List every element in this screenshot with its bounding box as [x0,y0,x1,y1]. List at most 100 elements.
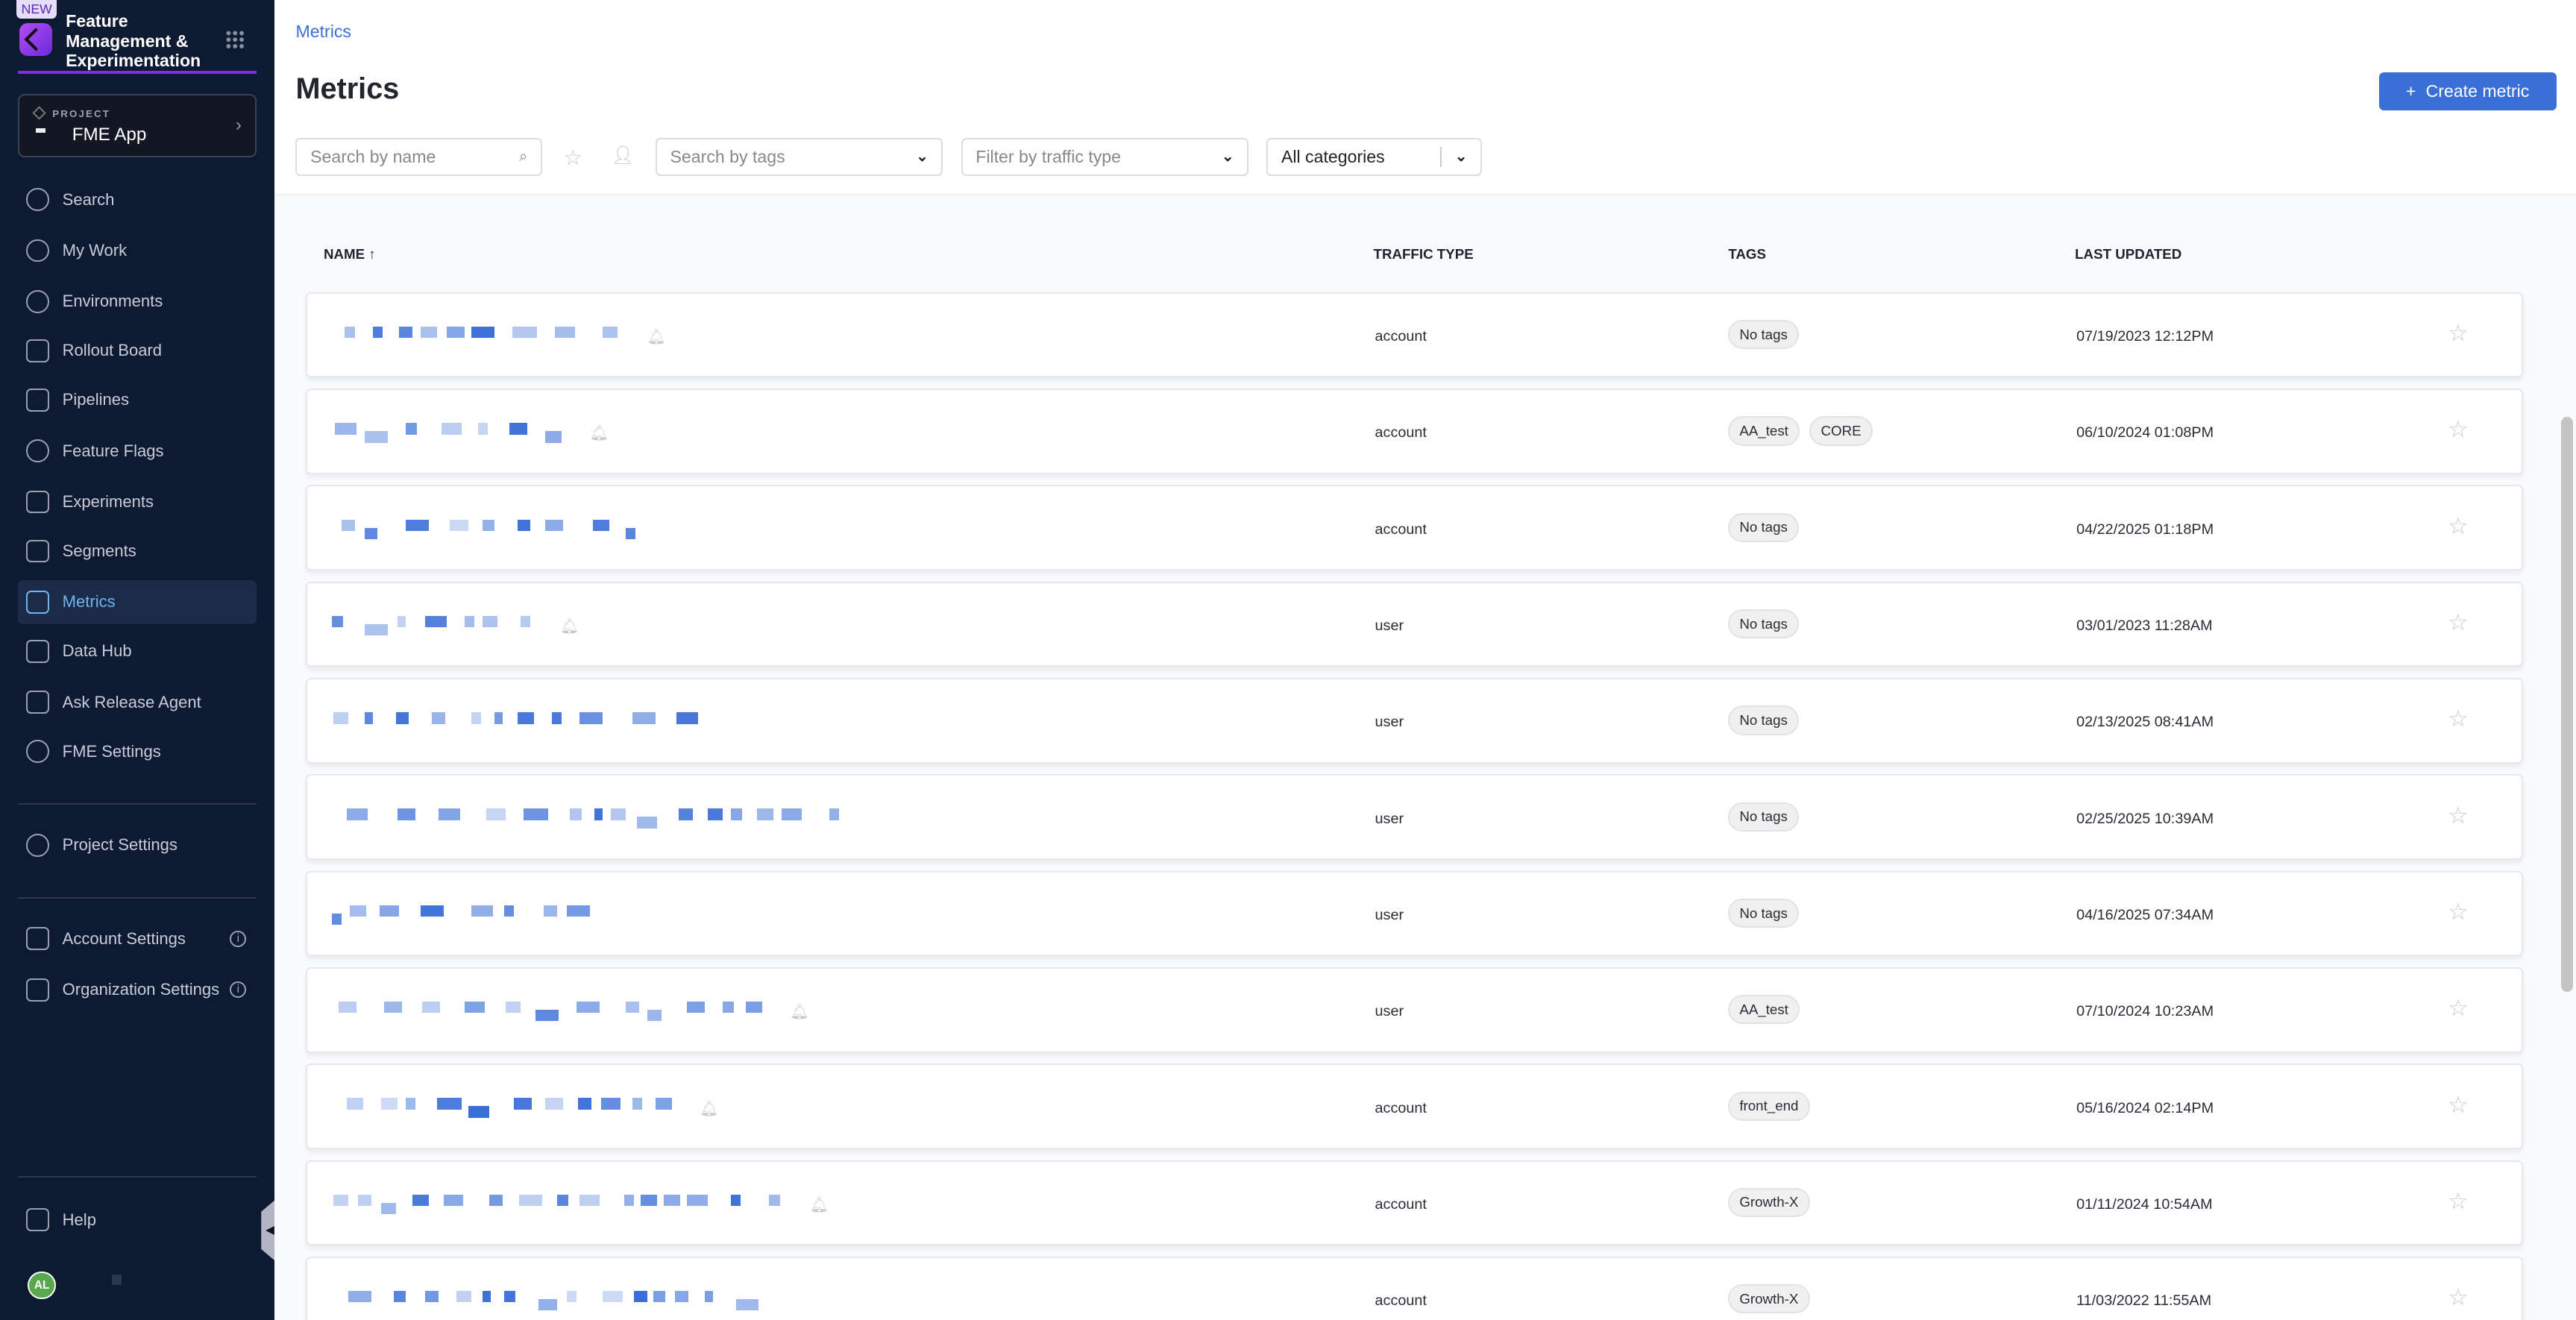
last-updated: 02/13/2025 08:41AM [2076,714,2214,731]
bell-icon: 🔔︎ [647,329,666,346]
sidebar-item-search[interactable]: Search [18,177,256,221]
favorite-star-icon[interactable]: ☆ [2447,898,2469,925]
sidebar-item-segments[interactable]: Segments [18,529,256,573]
category-select[interactable]: All categories ⌄ [1266,138,1482,176]
tag-badge: Growth-X [1728,1187,1810,1218]
user-name-redacted [111,1275,122,1285]
flag-icon [26,439,50,463]
sidebar-item-help[interactable]: Help [18,1198,256,1242]
tags-cell: AA_test CORE [1728,416,1873,446]
last-updated: 04/22/2025 01:18PM [2076,521,2214,538]
sparkle-icon [26,691,50,714]
page-title: Metrics [295,72,400,105]
table-row[interactable]: 🔔︎ account front_end 05/16/2024 02:14PM … [305,1063,2524,1149]
tag-badge: No tags [1728,609,1800,639]
sidebar-item-fme-settings[interactable]: FME Settings [18,729,256,773]
metric-name-redacted[interactable] [325,326,753,346]
ruler-icon [26,490,50,514]
sidebar-item-organization-settings[interactable]: Organization Settings i [18,967,256,1011]
sidebar-item-my-work[interactable]: My Work [18,228,256,272]
metric-name-redacted[interactable] [325,1002,762,1022]
tag-badge: No tags [1728,512,1800,542]
project-selector[interactable]: PROJECT FME App › [18,93,257,158]
traffic-type: account [1375,1195,1427,1213]
sidebar-item-metrics[interactable]: Metrics [18,579,257,625]
sidebar-item-experiments[interactable]: Experiments [18,480,256,524]
column-header-name[interactable]: NAME ↑ [323,246,376,263]
sidebar-item-ask-release-agent[interactable]: Ask Release Agent [18,680,256,724]
info-icon[interactable]: i [230,981,247,999]
tag-badge: front_end [1728,1091,1810,1121]
traffic-type: account [1375,328,1427,345]
table-row[interactable]: user No tags 02/25/2025 10:39AM ☆ [305,774,2524,860]
table-row[interactable]: 🔔︎ user AA_test 07/10/2024 10:23AM ☆ [305,967,2524,1053]
create-metric-button[interactable]: + Create metric [2378,72,2557,110]
avatar[interactable]: AL [28,1271,56,1300]
traffic-type-filter-dropdown[interactable]: Filter by traffic type ⌄ [961,138,1249,176]
sidebar-item-account-settings[interactable]: Account Settings i [18,917,256,961]
favorite-star-icon[interactable]: ☆ [2447,1187,2469,1214]
metric-name-redacted[interactable] [325,1194,781,1215]
favorite-star-icon[interactable]: ☆ [2447,320,2469,347]
title-underline [18,70,257,75]
owned-filter-user-icon[interactable]: 👤︎ [611,145,635,166]
metric-name-redacted[interactable] [325,1290,759,1311]
metric-name-redacted[interactable] [325,423,753,443]
table-row[interactable]: 🔔︎ user No tags 03/01/2023 11:28AM ☆ [305,581,2524,667]
info-icon[interactable]: i [230,930,247,947]
table-row[interactable]: account Growth-X 11/03/2022 11:55AM ☆ [305,1256,2524,1320]
favorite-star-icon[interactable]: ☆ [2447,802,2469,829]
fme-logo-icon [19,22,53,56]
tag-badge: No tags [1728,320,1800,350]
chevron-right-icon: › [235,114,242,135]
favorites-filter-star-icon[interactable]: ☆ [563,145,583,170]
metric-name-redacted[interactable] [325,712,753,732]
favorite-star-icon[interactable]: ☆ [2447,1284,2469,1311]
sidebar-item-rollout-board[interactable]: Rollout Board [18,329,256,373]
metric-name-redacted[interactable] [325,519,753,539]
category-value: All categories [1281,146,1385,166]
table-row[interactable]: account No tags 04/22/2025 01:18PM ☆ [305,485,2524,571]
sidebar-item-project-settings[interactable]: Project Settings [18,823,256,867]
tags-filter-dropdown[interactable]: Search by tags ⌄ [655,138,943,176]
column-header-traffic-type: TRAFFIC TYPE [1373,246,1474,263]
search-input[interactable]: Search by name ⌕ [295,138,542,176]
metric-name-redacted[interactable] [325,808,840,829]
favorite-star-icon[interactable]: ☆ [2447,1091,2469,1118]
traffic-type: user [1375,810,1404,827]
layers-icon [26,927,50,951]
tags-cell: Growth-X [1728,1187,1810,1218]
sidebar-item-feature-flags[interactable]: Feature Flags [18,429,256,473]
metric-name-redacted[interactable] [325,905,753,925]
app-switcher-icon[interactable] [224,29,245,50]
scrollbar[interactable] [2561,417,2573,993]
breadcrumb[interactable]: Metrics [295,21,351,41]
table-row[interactable]: user No tags 04/16/2025 07:34AM ☆ [305,870,2524,957]
chevron-down-icon: ⌄ [1221,148,1234,166]
last-updated: 07/10/2024 10:23AM [2076,1003,2214,1020]
table-row[interactable]: 🔔︎ account No tags 07/19/2023 12:12PM ☆ [305,292,2524,378]
favorite-star-icon[interactable]: ☆ [2447,416,2469,443]
traffic-type: account [1375,1099,1427,1116]
sidebar-item-label: Experiments [62,491,154,511]
sidebar-item-data-hub[interactable]: Data Hub [18,629,256,673]
last-updated: 07/19/2023 12:12PM [2076,328,2214,345]
collapse-sidebar-button[interactable]: ◀ [261,1199,277,1262]
table-row[interactable]: user No tags 02/13/2025 08:41AM ☆ [305,678,2524,764]
sidebar: NEW Feature Management & Experimentation… [0,0,274,1320]
table-row[interactable]: 🔔︎ account AA_test CORE 06/10/2024 01:08P… [305,389,2524,474]
tags-cell: No tags [1728,898,1800,928]
tags-cell: AA_test [1728,995,1800,1025]
favorite-star-icon[interactable]: ☆ [2447,995,2469,1022]
favorite-star-icon[interactable]: ☆ [2447,512,2469,539]
chart-line-icon [26,590,50,614]
settings-icon [26,740,50,764]
traffic-type: account [1375,424,1427,441]
metric-name-redacted[interactable] [325,615,753,636]
favorite-star-icon[interactable]: ☆ [2447,609,2469,636]
table-row[interactable]: 🔔︎ account Growth-X 01/11/2024 10:54AM ☆ [305,1160,2524,1246]
sidebar-item-pipelines[interactable]: Pipelines [18,378,256,422]
sidebar-item-environments[interactable]: Environments [18,279,256,323]
metric-name-redacted[interactable] [325,1098,753,1118]
favorite-star-icon[interactable]: ☆ [2447,705,2469,732]
